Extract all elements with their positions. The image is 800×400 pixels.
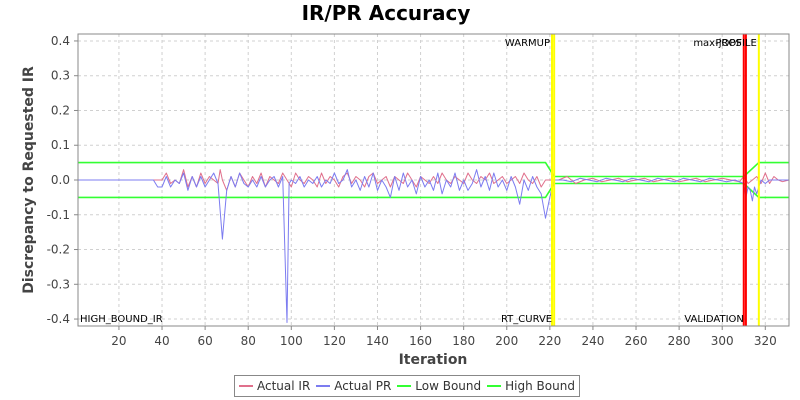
- legend-label: Actual PR: [334, 379, 392, 393]
- legend-item-low-bound: Low Bound: [397, 379, 481, 393]
- x-tick-label: 180: [452, 334, 475, 348]
- legend: Actual IR Actual PR Low Bound High Bound: [234, 375, 580, 397]
- x-tick-label: 320: [754, 334, 777, 348]
- y-tick-label: 0.2: [51, 103, 70, 117]
- corner-label: HIGH_BOUND_IR: [80, 314, 163, 325]
- marker-label-profile: PROFILE: [715, 38, 756, 49]
- series-high-bound: [78, 161, 789, 178]
- y-tick-label: -0.3: [47, 277, 70, 291]
- x-tick-label: 300: [711, 334, 734, 348]
- legend-swatch: [487, 385, 502, 387]
- marker-label-max-jops: max-jOPS: [693, 38, 741, 49]
- legend-swatch: [316, 385, 331, 387]
- y-tick-label: -0.4: [47, 312, 70, 326]
- y-tick-label: 0.0: [51, 173, 70, 187]
- x-axis-ticks: 20 40 60 80 100 120 140 160 180 200 220 240 260 280 30…: [111, 326, 777, 348]
- x-tick-label: 220: [538, 334, 561, 348]
- legend-label: High Bound: [505, 379, 575, 393]
- marker-lines: WARMUP RT_CURVE max-jOPS VALIDATION PROFILE: [501, 34, 760, 326]
- legend-item-actual-ir: Actual IR: [239, 379, 310, 393]
- y-tick-label: -0.2: [47, 243, 70, 257]
- x-tick-label: 20: [111, 334, 126, 348]
- legend-swatch: [239, 385, 253, 387]
- bound-lines: [78, 161, 789, 199]
- legend-item-high-bound: High Bound: [487, 379, 575, 393]
- series-actual-pr: [78, 169, 789, 323]
- marker-label-rt-curve: RT_CURVE: [501, 314, 552, 325]
- series-low-bound: [78, 182, 789, 199]
- legend-label: Low Bound: [415, 379, 482, 393]
- marker-label-warmup: WARMUP: [505, 38, 550, 49]
- x-tick-label: 240: [581, 334, 604, 348]
- series-lines: [78, 169, 790, 323]
- legend-item-actual-pr: Actual PR: [316, 379, 391, 393]
- y-tick-label: -0.1: [47, 208, 70, 222]
- x-tick-label: 100: [280, 334, 303, 348]
- y-axis-label: Discrepancy to Requested IR: [21, 66, 37, 294]
- x-tick-label: 80: [241, 334, 256, 348]
- y-tick-label: 0.4: [51, 34, 70, 48]
- x-tick-label: 160: [409, 334, 432, 348]
- x-tick-label: 280: [668, 334, 691, 348]
- y-tick-label: 0.3: [51, 69, 70, 83]
- y-axis-ticks: 0.4 0.3 0.2 0.1 0.0 -0.1 -0.2 -0.3 -0.4: [47, 34, 78, 326]
- x-tick-label: 140: [366, 334, 389, 348]
- legend-swatch: [397, 385, 412, 387]
- x-axis-label: Iteration: [399, 352, 468, 368]
- x-tick-label: 40: [154, 334, 169, 348]
- legend-label: Actual IR: [257, 379, 311, 393]
- x-tick-label: 60: [197, 334, 212, 348]
- chart-title: IR/PR Accuracy: [302, 1, 471, 25]
- x-tick-label: 260: [625, 334, 648, 348]
- y-tick-label: 0.1: [51, 138, 70, 152]
- x-tick-label: 200: [495, 334, 518, 348]
- x-tick-label: 120: [323, 334, 346, 348]
- marker-label-validation: VALIDATION: [684, 314, 744, 325]
